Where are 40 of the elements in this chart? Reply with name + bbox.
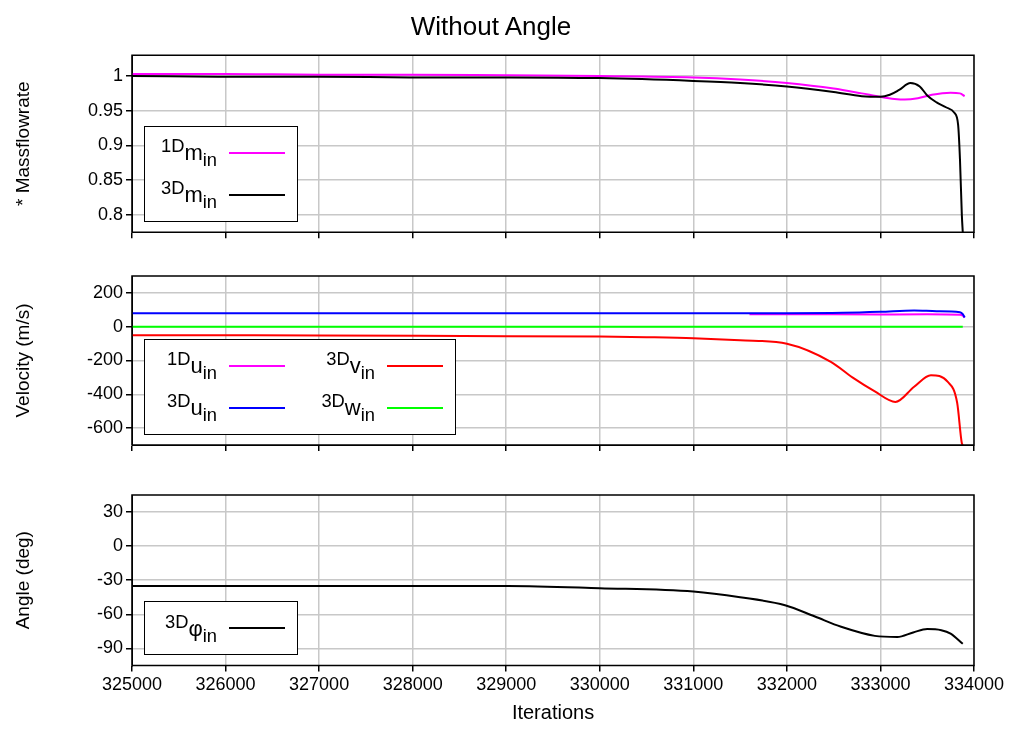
legend-label: $^{3D}$v$_{in}$	[325, 348, 375, 384]
y-tick-label: 30	[102, 501, 123, 522]
y-tick-label: 0.95	[87, 99, 123, 120]
y-tick-label: -30	[96, 569, 123, 590]
x-axis-title: Iterations	[511, 700, 595, 723]
y-tick-label: -400	[86, 383, 123, 404]
x-tick-label: 331000	[663, 674, 724, 695]
y-axis-title: Angle (deg)	[11, 531, 33, 630]
x-tick-label: 326000	[195, 674, 256, 695]
y-tick-label: -60	[96, 603, 123, 624]
y-tick-label: 0.8	[97, 203, 123, 224]
x-tick-label: 332000	[756, 674, 817, 695]
y-tick-label: 0	[112, 315, 123, 336]
x-tick-label: 330000	[569, 674, 630, 695]
legend-label: $^{1D}$u$_{in}$	[166, 348, 217, 384]
x-tick-label: 333000	[850, 674, 911, 695]
line-series	[132, 72, 966, 101]
y-axis-title: * Massflowrate	[11, 81, 33, 206]
legend-label: $^{3D}$φ$_{in}$	[164, 610, 217, 647]
y-axis-title: Velocity (m/s)	[11, 303, 33, 418]
x-tick-label: 327000	[289, 674, 350, 695]
y-tick-label: -90	[96, 637, 123, 658]
line-series	[132, 334, 964, 445]
x-tick-label: 329000	[476, 674, 537, 695]
x-tick-label: 328000	[382, 674, 443, 695]
legend-label: $^{3D}$u$_{in}$	[166, 390, 217, 426]
x-tick-label: 334000	[943, 674, 1005, 695]
legend-label: $^{1D}$m$_{in}$	[159, 135, 217, 172]
chart-title: Without Angle	[410, 10, 572, 41]
y-tick-label: 0.9	[97, 134, 123, 155]
line-series	[132, 309, 966, 319]
legend-label: $^{3D}$m$_{in}$	[159, 177, 217, 214]
x-tick-label: 325000	[101, 674, 163, 695]
legend-label: $^{3D}$w$_{in}$	[320, 390, 375, 426]
y-tick-label: -600	[86, 417, 123, 438]
y-tick-label: 0.85	[87, 169, 123, 190]
y-tick-label: 200	[92, 281, 123, 302]
y-tick-label: 0	[112, 535, 123, 556]
y-tick-label: 1	[112, 64, 123, 85]
y-tick-label: -200	[86, 349, 123, 370]
